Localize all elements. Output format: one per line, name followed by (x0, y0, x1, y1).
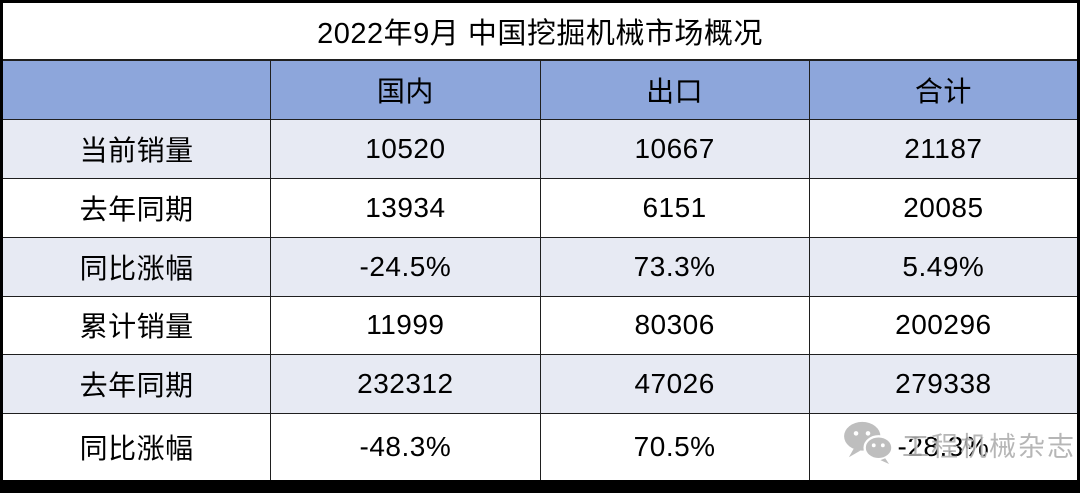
data-cell: 13934 (270, 178, 541, 238)
row-label-cell: 去年同期 (0, 354, 272, 414)
header-cell-total: 合计 (808, 59, 1080, 121)
header-cell-empty (0, 59, 272, 121)
table-header-row: 国内 出口 合计 (0, 59, 1080, 121)
data-cell: 5.49% (808, 236, 1080, 297)
table-title: 2022年9月 中国挖掘机械市场概况 (1, 1, 1079, 62)
table-title-row: 2022年9月 中国挖掘机械市场概况 (1, 1, 1079, 62)
data-cell: -48.3% (270, 412, 541, 483)
bottom-frame-bar (0, 483, 1080, 493)
row-label-cell: 同比涨幅 (0, 236, 272, 297)
data-cell: -24.5% (270, 236, 541, 297)
table-row: 累计销量 11999 80306 200296 (0, 295, 1080, 356)
row-label-cell: 累计销量 (0, 295, 272, 356)
table-row: 去年同期 13934 6151 20085 (0, 178, 1080, 238)
data-cell: 10667 (539, 119, 810, 180)
row-label-cell: 当前销量 (0, 119, 272, 180)
row-label-cell: 去年同期 (0, 178, 272, 238)
data-cell: 21187 (808, 119, 1080, 180)
data-cell: 200296 (808, 295, 1080, 356)
data-cell: 80306 (539, 295, 810, 356)
table-row: 同比涨幅 -24.5% 73.3% 5.49% (0, 236, 1080, 297)
data-cell: 73.3% (539, 236, 810, 297)
excavator-market-table: 2022年9月 中国挖掘机械市场概况 国内 出口 合计 当前销量 10520 1… (0, 0, 1080, 483)
row-label-cell: 同比涨幅 (0, 412, 272, 483)
data-cell: 70.5% (539, 412, 810, 483)
header-cell-domestic: 国内 (270, 59, 541, 121)
data-cell: 6151 (539, 178, 810, 238)
data-cell: 279338 (808, 354, 1080, 414)
header-cell-export: 出口 (539, 59, 810, 121)
data-cell: 232312 (270, 354, 541, 414)
data-cell: 10520 (270, 119, 541, 180)
table-row: 当前销量 10520 10667 21187 (0, 119, 1080, 180)
table-row: 同比涨幅 -48.3% 70.5% -28.3% (0, 412, 1080, 483)
data-cell: 11999 (270, 295, 541, 356)
data-cell: 47026 (539, 354, 810, 414)
data-cell: -28.3% (808, 412, 1080, 483)
data-cell: 20085 (808, 178, 1080, 238)
table-row: 去年同期 232312 47026 279338 (0, 354, 1080, 414)
